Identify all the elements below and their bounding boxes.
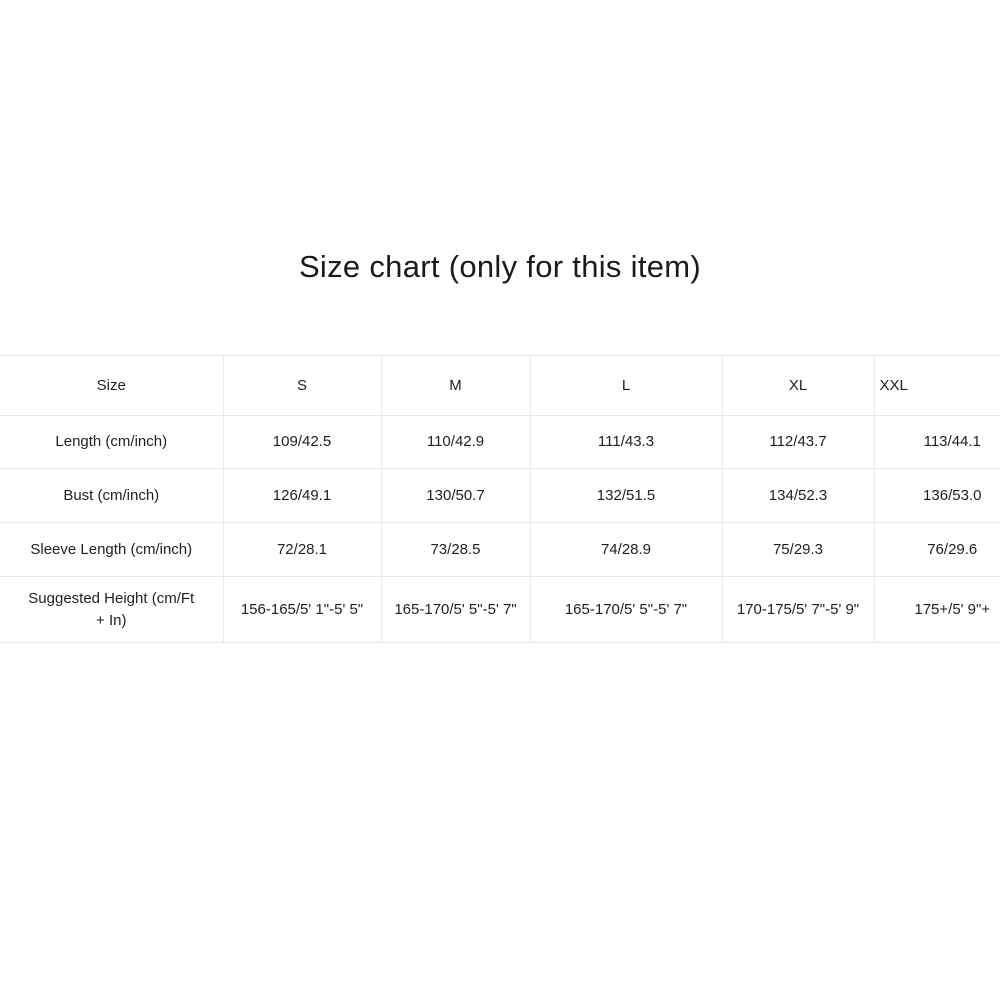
cell-bust-xl: 134/52.3 xyxy=(721,468,875,523)
table-row-length: Length (cm/inch) 109/42.5 110/42.9 111/4… xyxy=(0,415,1000,469)
column-header-xl: XL xyxy=(721,355,875,416)
column-header-m: M xyxy=(380,355,531,416)
column-header-s: S xyxy=(222,355,382,416)
row-label-length: Length (cm/inch) xyxy=(0,415,224,469)
cell-height-xl: 170-175/5' 7"-5' 9" xyxy=(721,576,875,643)
row-label-sleeve-length: Sleeve Length (cm/inch) xyxy=(0,522,224,577)
cell-length-l: 111/43.3 xyxy=(529,415,723,469)
cell-height-l: 165-170/5' 5"-5' 7" xyxy=(529,576,723,643)
cell-length-xxl: 113/44.1 xyxy=(873,415,1000,469)
cell-bust-xxl: 136/53.0 xyxy=(873,468,1000,523)
table-row-suggested-height: Suggested Height (cm/Ft + In) 156-165/5'… xyxy=(0,576,1000,643)
column-header-xxl: XXL xyxy=(873,355,1000,416)
cell-height-xxl: 175+/5' 9"+ xyxy=(873,576,1000,643)
cell-sleeve-xxl: 76/29.6 xyxy=(873,522,1000,577)
cell-length-m: 110/42.9 xyxy=(380,415,531,469)
page-title: Size chart (only for this item) xyxy=(298,249,702,284)
cell-bust-s: 126/49.1 xyxy=(222,468,382,523)
cell-bust-m: 130/50.7 xyxy=(380,468,531,523)
row-label-suggested-height: Suggested Height (cm/Ft + In) xyxy=(0,576,224,643)
cell-length-s: 109/42.5 xyxy=(222,415,382,469)
cell-sleeve-m: 73/28.5 xyxy=(380,522,531,577)
column-header-l: L xyxy=(529,355,723,416)
table-header-row: Size S M L XL XXL xyxy=(0,355,1000,416)
row-label-bust: Bust (cm/inch) xyxy=(0,468,224,523)
table-row-bust: Bust (cm/inch) 126/49.1 130/50.7 132/51.… xyxy=(0,468,1000,523)
size-chart-table: Size S M L XL XXL Length (cm/inch) 109/4… xyxy=(0,355,1000,643)
cell-length-xl: 112/43.7 xyxy=(721,415,875,469)
column-header-size: Size xyxy=(0,355,224,416)
table-row-sleeve-length: Sleeve Length (cm/inch) 72/28.1 73/28.5 … xyxy=(0,522,1000,577)
cell-sleeve-l: 74/28.9 xyxy=(529,522,723,577)
cell-sleeve-s: 72/28.1 xyxy=(222,522,382,577)
cell-height-m: 165-170/5' 5"-5' 7" xyxy=(380,576,531,643)
cell-bust-l: 132/51.5 xyxy=(529,468,723,523)
cell-height-s: 156-165/5' 1"-5' 5" xyxy=(222,576,382,643)
cell-sleeve-xl: 75/29.3 xyxy=(721,522,875,577)
